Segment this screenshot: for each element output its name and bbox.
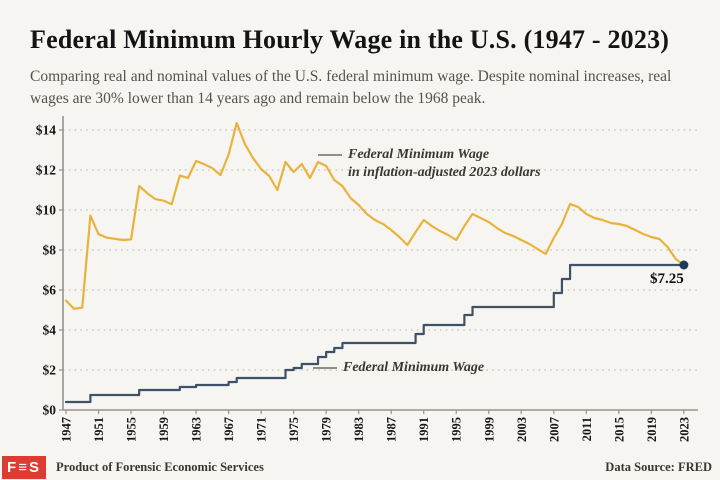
x-tick-label-1967: 1967	[222, 417, 236, 442]
x-tick-label-2011: 2011	[580, 417, 594, 441]
real-line-annotation-connector	[318, 154, 342, 156]
nominal-line-annotation-text: Federal Minimum Wage	[343, 360, 485, 375]
real-wage-line	[64, 121, 685, 310]
nominal-wage-line	[64, 263, 685, 404]
x-tick-label-2019: 2019	[645, 417, 659, 442]
y-tick-label: $10	[36, 203, 57, 218]
y-tick-label: $12	[36, 163, 57, 178]
y-tick-label: $6	[43, 283, 57, 298]
x-tick-label-1975: 1975	[287, 417, 301, 442]
y-tick-label: $8	[43, 243, 57, 258]
footer-data-source: Data Source: FRED	[605, 460, 712, 474]
x-tick-label-1963: 1963	[190, 417, 204, 442]
page-title: Federal Minimum Hourly Wage in the U.S. …	[30, 25, 670, 55]
x-tick-label-2007: 2007	[547, 417, 561, 442]
x-tick-label-2023: 2023	[677, 417, 691, 442]
x-tick-label-1995: 1995	[450, 417, 464, 442]
x-tick-label-1971: 1971	[255, 417, 269, 442]
footer-bar: F≡S Product of Forensic Economic Service…	[0, 454, 720, 480]
real-line-annotation-line2: in inflation-adjusted 2023 dollars	[348, 165, 541, 181]
x-tick-label-2015: 2015	[612, 417, 626, 442]
x-tick-label-1955: 1955	[125, 417, 139, 442]
fes-logo-text: F≡S	[7, 459, 41, 476]
y-tick-label: $14	[36, 123, 57, 138]
footer-product-text: Product of Forensic Economic Services	[56, 460, 264, 474]
nominal-line-annotation-connector	[313, 367, 337, 369]
x-tick-label-1947: 1947	[60, 417, 74, 442]
fes-logo: F≡S	[2, 456, 46, 479]
x-tick-label-1959: 1959	[157, 417, 171, 442]
x-tick-label-1991: 1991	[417, 417, 431, 442]
y-tick-label: $0	[43, 403, 57, 418]
nominal-line-annotation: Federal Minimum Wage	[343, 359, 484, 377]
end-point-dot	[679, 260, 689, 270]
x-tick-label-2003: 2003	[515, 417, 529, 442]
page-subtitle: Comparing real and nominal values of the…	[30, 67, 672, 107]
x-tick-label-1999: 1999	[482, 417, 496, 442]
y-tick-label: $2	[43, 363, 57, 378]
real-line-annotation: Federal Minimum Wage in inflation-adjust…	[348, 146, 541, 183]
y-tick-label: $4	[43, 323, 57, 338]
x-tick-label-1979: 1979	[320, 417, 334, 442]
x-tick-label-1951: 1951	[92, 417, 106, 442]
x-tick-label-1983: 1983	[352, 417, 366, 442]
x-tick-label-1987: 1987	[385, 417, 399, 442]
real-line-annotation-line1: Federal Minimum Wage	[348, 147, 490, 162]
end-value-label: $7.25	[650, 271, 684, 287]
